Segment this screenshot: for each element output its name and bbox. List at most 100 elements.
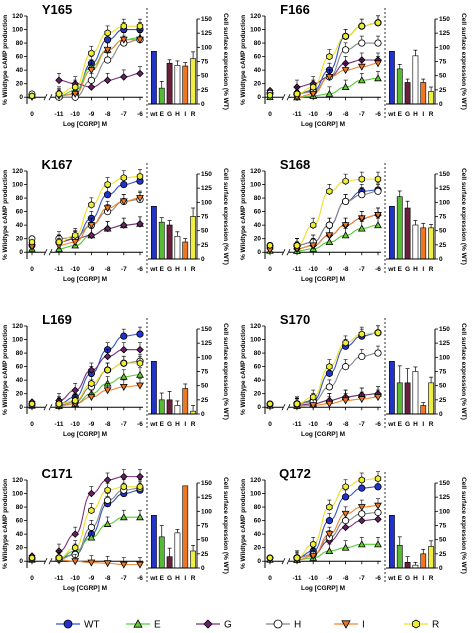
point-r	[55, 238, 63, 246]
right-tick-label: 125	[201, 30, 212, 37]
bar-wt	[389, 514, 395, 569]
point-h	[325, 383, 333, 391]
x-tick-label: -10	[70, 111, 80, 118]
left-tick-label: 60	[254, 518, 262, 525]
legend-label-h: H	[294, 620, 301, 631]
bar-wt	[151, 206, 157, 260]
point-wt	[120, 180, 128, 189]
bar-category-label: H	[413, 575, 418, 582]
axis-break-mark	[43, 558, 48, 565]
point-r	[326, 52, 333, 61]
curve-h	[58, 39, 141, 98]
curve-i	[58, 559, 140, 566]
point-i	[357, 396, 366, 404]
panel-title: C171	[41, 466, 72, 481]
point-r	[358, 330, 365, 338]
point-i	[374, 60, 382, 68]
left-tick-label: 80	[16, 350, 24, 357]
point-h	[358, 39, 366, 47]
bar-category-label: H	[413, 266, 418, 273]
point-r	[120, 483, 127, 491]
bar-category-label: wt	[387, 421, 396, 428]
bar-i	[420, 227, 427, 260]
left-tick-label: 120	[12, 477, 23, 484]
bar-category-label: wt	[387, 111, 396, 118]
left-tick-label: 100	[12, 27, 23, 34]
point-wt	[136, 330, 144, 338]
point-h	[341, 363, 350, 371]
bar-r	[190, 550, 196, 569]
left-tick-label: 20	[254, 81, 262, 88]
curve-h	[58, 360, 141, 406]
bar-category-label: G	[167, 111, 172, 118]
right-tick-label: 25	[201, 397, 209, 404]
left-tick-label: 120	[250, 323, 261, 330]
left-tick-label: 120	[12, 13, 23, 20]
point-r	[104, 29, 111, 37]
bar-h	[412, 55, 419, 105]
bar-g	[166, 556, 173, 569]
x-tick-label: -11	[54, 111, 63, 118]
point-r	[136, 172, 144, 181]
point-i	[325, 232, 334, 240]
point-r	[72, 544, 79, 552]
point-i	[136, 561, 144, 569]
left-tick-label: 80	[254, 350, 262, 357]
bar-h	[174, 405, 181, 415]
axis-break-mark	[48, 558, 53, 565]
panel-s170: S170 0 20 40 60 80 100 120% Wildtype cAMP produ…	[240, 312, 467, 438]
panel-title: L169	[42, 312, 72, 327]
right-tick-label: 0	[201, 565, 205, 572]
left-tick-label: 80	[254, 40, 262, 47]
axis-break-mark	[286, 249, 291, 256]
bar-category-label: G	[167, 421, 172, 428]
x-tick-label: -9	[89, 421, 95, 428]
bar-category-label: I	[184, 421, 186, 428]
left-tick-label: 40	[16, 67, 24, 74]
right-tick-label: 25	[439, 87, 447, 94]
point-e	[341, 231, 350, 239]
left-axis-label: % Wildtype cAMP production	[2, 325, 9, 415]
x-axis-label: Log [CGRP] M	[301, 431, 345, 438]
point-i	[309, 242, 318, 250]
left-tick-label: 80	[254, 195, 262, 202]
point-r	[374, 175, 382, 183]
left-tick-label: 60	[16, 518, 24, 525]
point-g	[55, 76, 63, 85]
legend-marker-e	[133, 619, 143, 628]
x-tick-label: -10	[308, 421, 318, 428]
left-tick-label: 40	[254, 531, 262, 538]
legend-marker-r	[412, 619, 420, 629]
axis-break-mark	[43, 94, 48, 101]
point-g	[87, 231, 96, 240]
x-tick-label: -6	[375, 111, 381, 118]
x-tick-label: 0	[268, 421, 272, 428]
point-r	[29, 238, 35, 246]
right-tick-label: 50	[439, 228, 447, 235]
point-i	[341, 222, 350, 230]
x-tick-label: -7	[121, 111, 127, 118]
right-tick-label: 25	[439, 397, 447, 404]
right-tick-label: 100	[201, 199, 212, 206]
left-tick-label: 0	[257, 558, 261, 565]
right-tick-label: 0	[201, 256, 205, 263]
point-r	[104, 486, 111, 494]
left-tick-label: 40	[16, 377, 24, 384]
left-tick-label: 0	[19, 249, 23, 256]
point-g	[374, 515, 382, 524]
bar-i	[182, 241, 189, 260]
point-h	[358, 352, 366, 361]
point-h	[374, 39, 382, 47]
point-i	[357, 504, 366, 512]
bar-category-label: G	[405, 421, 410, 428]
panel-title: Y165	[42, 2, 72, 17]
point-r	[267, 91, 273, 99]
right-tick-label: 25	[439, 551, 447, 558]
point-h	[104, 496, 112, 504]
left-tick-label: 0	[257, 94, 261, 101]
x-tick-label: -11	[292, 266, 301, 273]
point-r	[55, 90, 63, 98]
point-r	[29, 400, 35, 408]
x-tick-label: 0	[30, 266, 34, 273]
bar-category-label: R	[191, 575, 196, 582]
